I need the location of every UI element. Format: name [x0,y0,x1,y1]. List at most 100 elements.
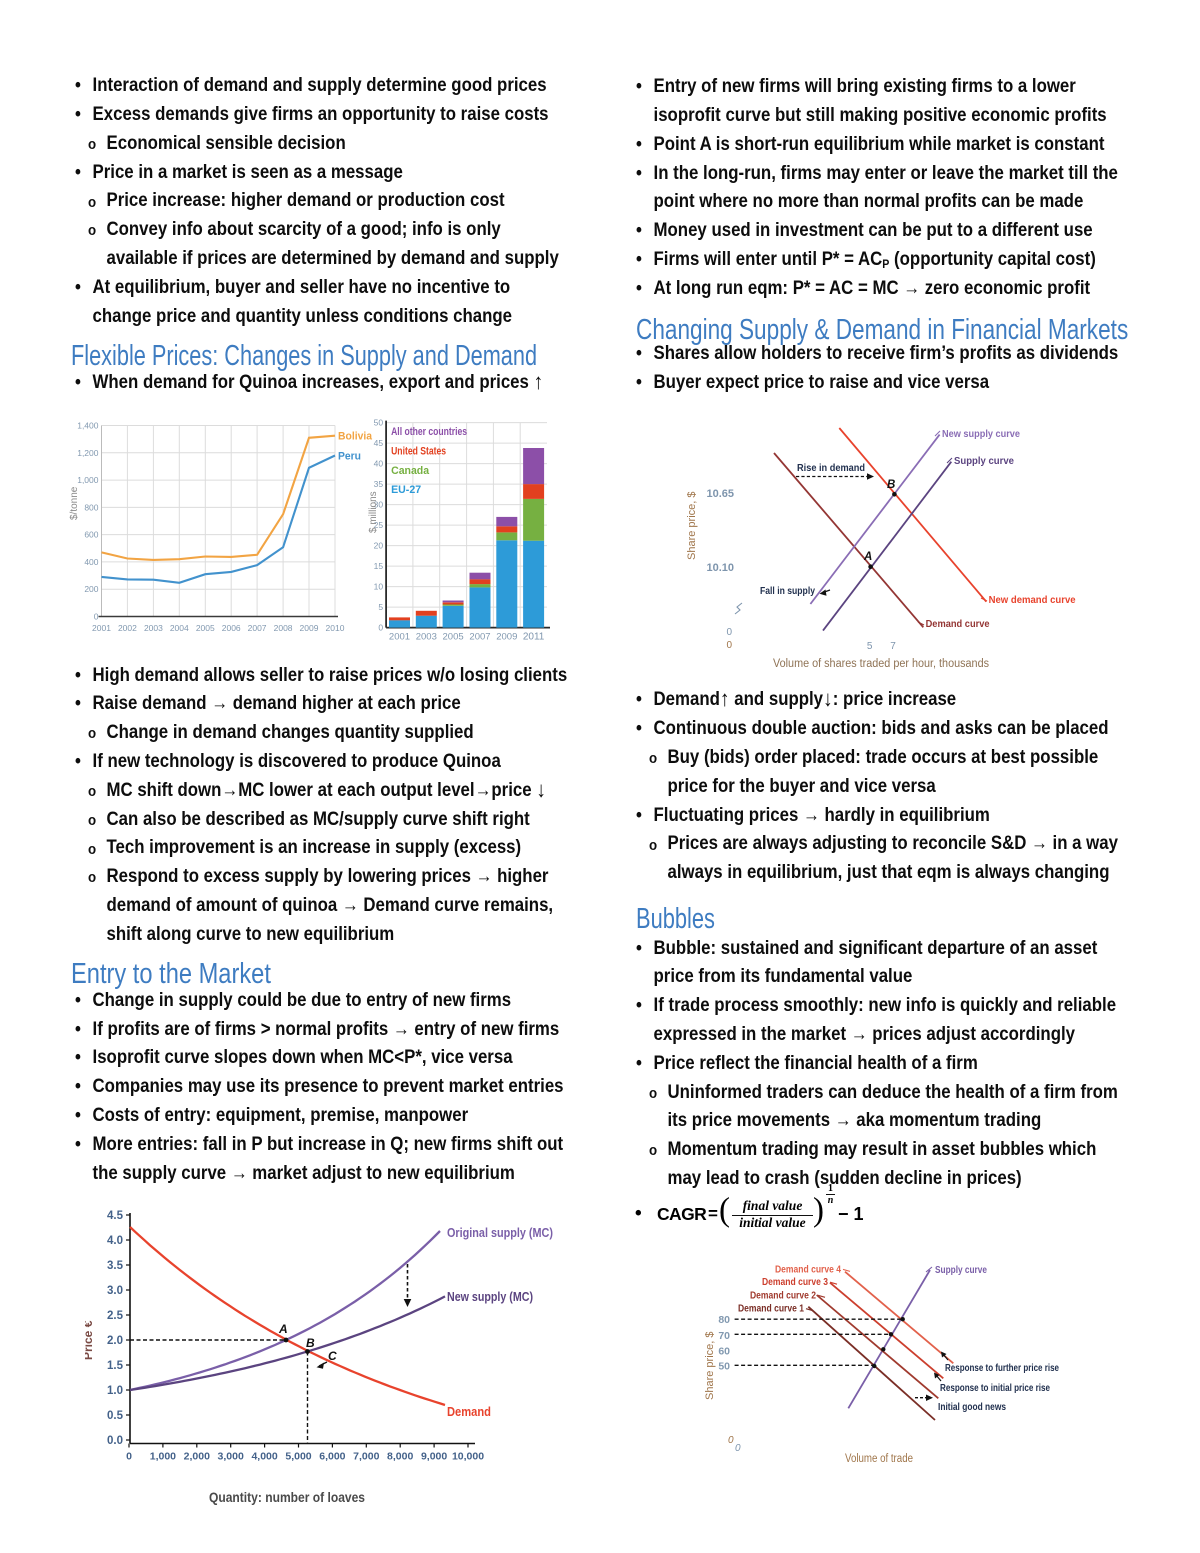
svg-text:1,400: 1,400 [77,421,99,431]
svg-text:10: 10 [374,582,384,592]
svg-text:800: 800 [84,502,98,512]
svg-text:200: 200 [84,584,98,594]
svg-text:4.5: 4.5 [107,1210,124,1222]
svg-text:2003: 2003 [416,632,437,643]
svg-text:Share price, $: Share price, $ [686,492,698,560]
svg-text:A: A [278,1322,288,1336]
svg-text:80: 80 [718,1314,730,1326]
svg-text:2011: 2011 [523,632,545,643]
svg-text:10.10: 10.10 [706,562,734,574]
svg-text:15: 15 [374,561,384,571]
svg-text:Share price, $: Share price, $ [704,1332,716,1400]
svg-text:Response to further price rise: Response to further price rise [945,1362,1059,1374]
svg-text:Fall in supply: Fall in supply [760,585,815,597]
svg-text:0: 0 [94,612,99,622]
svg-text:2006: 2006 [222,623,241,633]
svg-text:B: B [306,1336,315,1350]
svg-text:0: 0 [378,623,383,633]
svg-text:45: 45 [374,438,384,448]
svg-text:0: 0 [726,640,732,651]
svg-text:0.0: 0.0 [107,1435,123,1447]
svg-text:600: 600 [84,530,98,540]
svg-text:9,000: 9,000 [421,1451,447,1463]
svg-text:Demand curve 4: Demand curve 4 [775,1264,841,1275]
svg-text:Rise in demand: Rise in demand [797,462,865,474]
svg-text:2010: 2010 [326,623,345,633]
svg-text:3.5: 3.5 [107,1260,124,1272]
svg-text:Demand curve 2: Demand curve 2 [750,1290,816,1301]
svg-text:EU-27: EU-27 [391,484,421,496]
svg-text:1,200: 1,200 [77,448,99,458]
svg-text:2001: 2001 [92,623,111,633]
svg-text:Volume of trade: Volume of trade [845,1453,913,1465]
svg-text:Demand: Demand [447,1405,491,1419]
svg-text:2002: 2002 [118,623,137,633]
svg-text:7,000: 7,000 [353,1451,379,1463]
svg-text:0: 0 [126,1451,132,1463]
svg-text:400: 400 [84,557,98,567]
svg-text:Supply curve: Supply curve [954,455,1014,467]
svg-text:5: 5 [378,602,383,612]
svg-text:Volume of shares traded per ho: Volume of shares traded per hour, thousa… [773,658,989,670]
svg-text:60: 60 [718,1346,730,1358]
svg-text:2.5: 2.5 [107,1310,124,1322]
svg-text:2005: 2005 [196,623,215,633]
svg-text:Demand curve 3: Demand curve 3 [762,1277,828,1288]
svg-text:25: 25 [374,520,384,530]
svg-text:2008: 2008 [274,623,293,633]
svg-text:10.65: 10.65 [706,488,734,500]
svg-text:Original supply (MC): Original supply (MC) [447,1226,553,1240]
svg-text:A: A [863,551,872,563]
svg-text:6,000: 6,000 [319,1451,345,1463]
svg-text:1,000: 1,000 [77,475,99,485]
svg-text:United States: United States [391,445,446,457]
svg-text:50: 50 [718,1361,730,1373]
svg-text:2007: 2007 [248,623,267,633]
svg-text:2007: 2007 [469,632,490,643]
svg-text:2005: 2005 [443,632,464,643]
svg-text:New supply (MC): New supply (MC) [447,1290,533,1304]
svg-text:Quantity: number of loaves: Quantity: number of loaves [209,1489,365,1505]
svg-text:B: B [887,479,895,491]
svg-text:Price €: Price € [85,1320,95,1360]
svg-text:2009: 2009 [496,632,517,643]
svg-text:30: 30 [374,500,384,510]
svg-text:10,000: 10,000 [452,1451,484,1463]
svg-text:8,000: 8,000 [387,1451,413,1463]
svg-text:Peru: Peru [338,451,361,463]
svg-text:Canada: Canada [391,465,430,477]
svg-text:70: 70 [718,1330,730,1342]
svg-text:Supply curve: Supply curve [935,1265,987,1276]
svg-text:0: 0 [728,1435,734,1446]
svg-text:2,000: 2,000 [184,1451,210,1463]
svg-text:0: 0 [726,627,732,638]
svg-text:3,000: 3,000 [218,1451,244,1463]
svg-text:Demand curve: Demand curve [926,618,990,630]
svg-text:50: 50 [374,418,384,428]
svg-text:$/tonne: $/tonne [69,486,80,520]
svg-text:New demand curve: New demand curve [989,594,1076,606]
svg-text:Initial good news: Initial good news [938,1401,1006,1413]
svg-text:0.5: 0.5 [107,1410,124,1422]
svg-text:1,000: 1,000 [150,1451,176,1463]
svg-text:All other countries: All other countries [391,426,467,438]
svg-text:4.0: 4.0 [107,1235,123,1247]
svg-text:20: 20 [374,541,384,551]
svg-text:0: 0 [735,1443,741,1454]
svg-text:4,000: 4,000 [251,1451,277,1463]
svg-text:2004: 2004 [170,623,189,633]
svg-text:2.0: 2.0 [107,1335,123,1347]
svg-text:1.0: 1.0 [107,1385,123,1397]
svg-text:5: 5 [867,641,873,652]
svg-text:2003: 2003 [144,623,163,633]
svg-text:Bolivia: Bolivia [338,431,373,443]
svg-text:C: C [328,1349,337,1363]
svg-text:Response to initial price rise: Response to initial price rise [940,1382,1050,1394]
svg-text:New supply curve: New supply curve [942,428,1020,440]
svg-text:Demand curve 1: Demand curve 1 [738,1304,804,1315]
svg-text:5,000: 5,000 [285,1451,311,1463]
svg-text:2001: 2001 [389,632,410,643]
svg-text:3.0: 3.0 [107,1285,123,1297]
svg-text:35: 35 [374,479,384,489]
svg-text:1.5: 1.5 [107,1360,124,1372]
